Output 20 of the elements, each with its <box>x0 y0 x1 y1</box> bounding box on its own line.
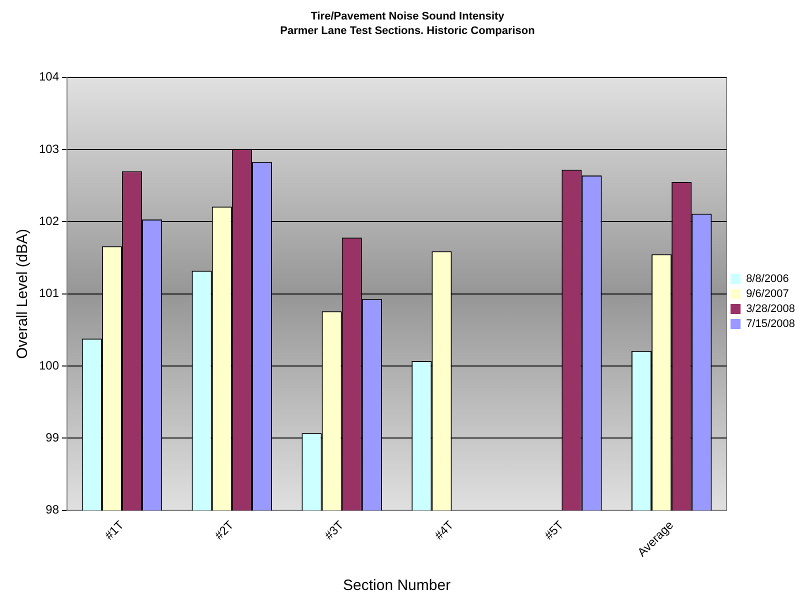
x-tick-label: #1T <box>102 518 127 543</box>
x-tick-label: #4T <box>432 518 457 543</box>
chart-title: Tire/Pavement Noise Sound Intensity <box>310 10 506 23</box>
y-tick-label: 102 <box>38 214 60 228</box>
legend-label: 3/28/2008 <box>746 303 795 316</box>
legend-label: 7/15/2008 <box>746 318 795 330</box>
x-axis-title: Section Number <box>343 577 451 594</box>
y-tick-label: 103 <box>38 142 60 156</box>
x-tick-label: #5T <box>542 518 567 543</box>
chart-subtitle: Parmer Lane Test Sections. Historic Comparison <box>280 24 536 37</box>
y-tick-label: 100 <box>38 358 60 372</box>
legend-label: 9/6/2007 <box>746 288 789 300</box>
y-axis-title: Overall Level (dBA) <box>14 228 32 359</box>
x-tick-label: #2T <box>212 518 237 543</box>
y-tick-label: 104 <box>38 70 60 84</box>
y-tick-label: 99 <box>46 430 60 445</box>
y-tick-label: 101 <box>38 286 60 300</box>
x-tick-label: #3T <box>322 518 347 543</box>
y-tick-label: 98 <box>46 502 60 517</box>
legend-label: 8/8/2006 <box>746 273 789 286</box>
